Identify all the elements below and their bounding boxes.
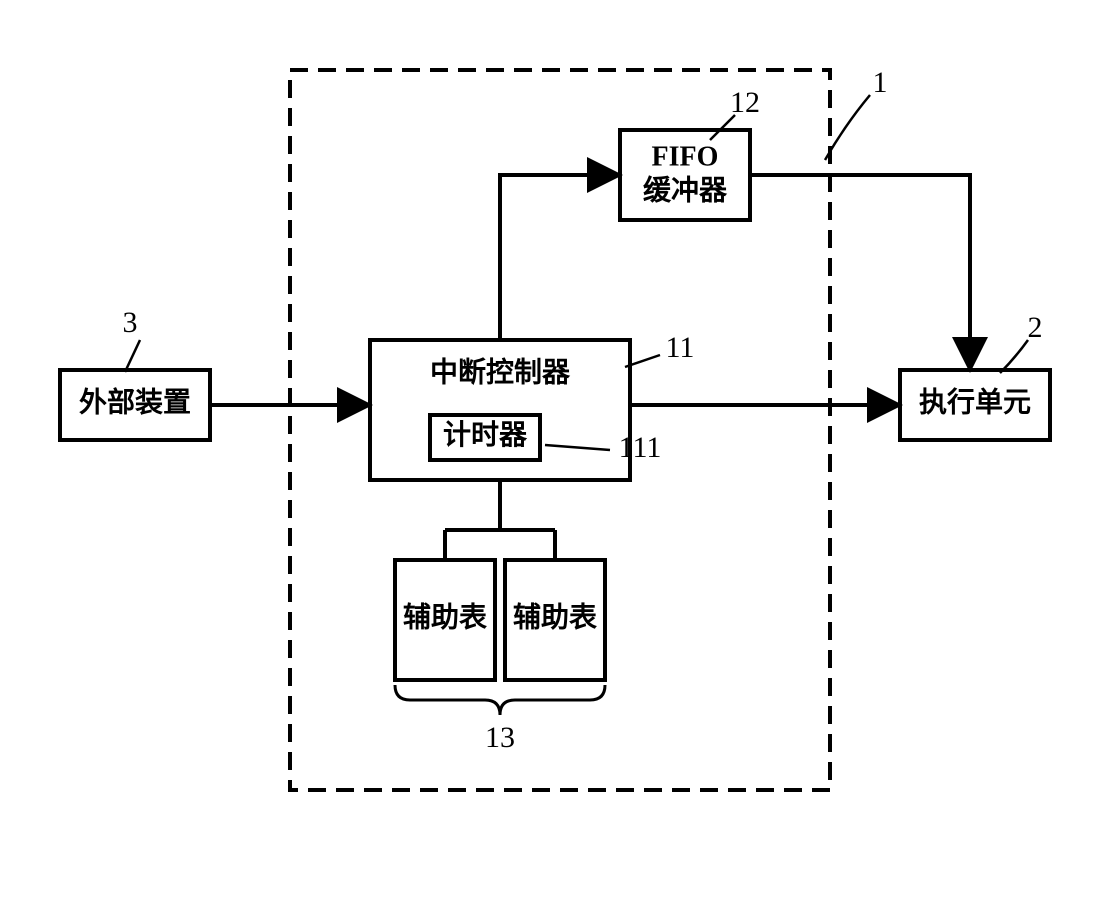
- svg-text:缓冲器: 缓冲器: [643, 174, 728, 206]
- label-11: 11: [666, 331, 695, 364]
- svg-text:计时器: 计时器: [443, 419, 528, 451]
- svg-text:执行单元: 执行单元: [919, 385, 1031, 418]
- svg-text:辅助表: 辅助表: [403, 601, 487, 633]
- svg-text:中断控制器: 中断控制器: [430, 355, 571, 388]
- label-111-leader: [545, 445, 610, 450]
- label-111: 111: [619, 431, 662, 464]
- label-13: 13: [485, 721, 515, 754]
- label-12: 12: [730, 86, 760, 119]
- label-3-leader: [125, 340, 140, 372]
- svg-text:外部装置: 外部装置: [79, 386, 191, 418]
- svg-text:辅助表: 辅助表: [513, 601, 597, 633]
- edge-interrupt_controller-fifo_buffer: [500, 175, 620, 340]
- svg-text:FIFO: FIFO: [652, 141, 719, 172]
- label-3: 3: [123, 306, 138, 339]
- label-2: 2: [1028, 311, 1043, 344]
- label-1: 1: [873, 66, 888, 99]
- aux-brace: [395, 685, 605, 715]
- edge-fifo_buffer-exec_unit: [750, 175, 970, 370]
